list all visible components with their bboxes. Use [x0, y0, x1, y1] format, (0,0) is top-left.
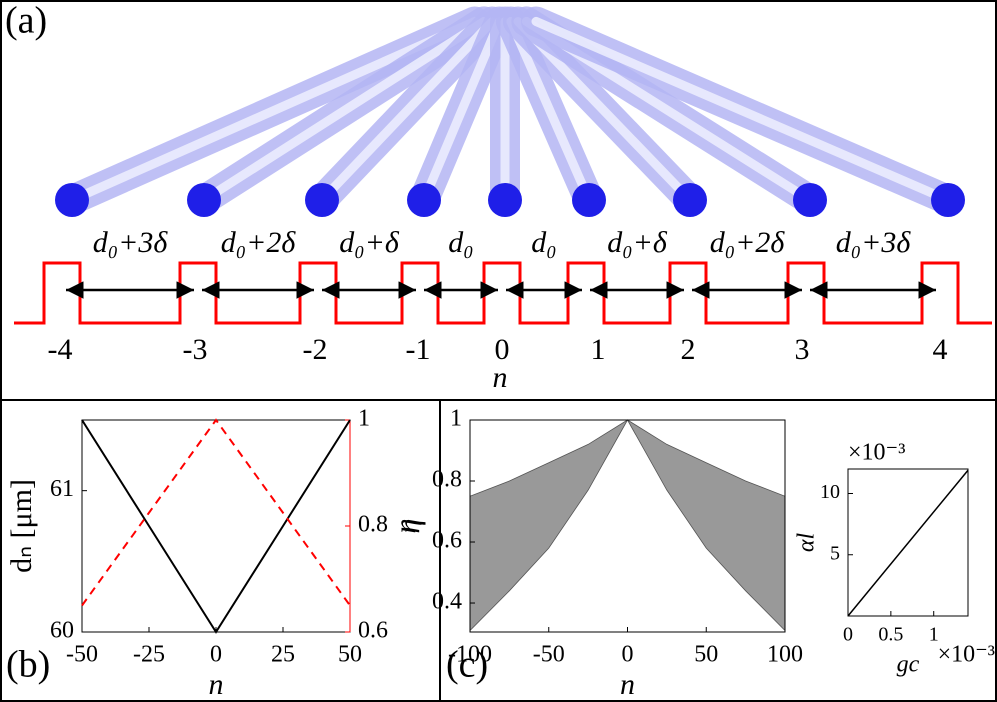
plot-area	[847, 468, 969, 617]
data-line	[81, 419, 351, 634]
spacing-label: d₀+3δ	[93, 226, 169, 259]
rod-end	[793, 183, 827, 217]
x-tick-label: 50	[338, 642, 362, 668]
site-label: 2	[681, 333, 696, 366]
y-axis-label: dₙ [μm]	[5, 479, 38, 573]
x-axis-label: gc	[897, 652, 920, 678]
rod-highlight	[531, 16, 953, 205]
spacing-label: d₀+3δ	[836, 226, 912, 259]
y-tick-label: 0.8	[358, 512, 388, 538]
x-tick-label: 25	[271, 642, 295, 668]
x-tick-label: 0	[210, 642, 222, 668]
y2-axis-label: η	[393, 519, 426, 534]
spacing-label: d₀+δ	[607, 226, 668, 259]
rod-end	[488, 183, 522, 217]
rod-end	[407, 183, 441, 217]
y-tick-label: 1	[358, 406, 370, 432]
y-tick-label: 1	[450, 406, 462, 432]
rod-highlight	[419, 16, 504, 205]
x-tick-label: 1	[929, 624, 939, 646]
x-tick-label: 100	[767, 642, 803, 668]
spacing-label: d₀	[448, 226, 473, 259]
y-tick-label: 5	[830, 542, 840, 564]
spacing-label: d₀+δ	[339, 226, 400, 259]
data-line	[847, 469, 969, 617]
rod-highlight	[199, 16, 489, 205]
axis-label: n	[493, 361, 508, 394]
spacing-label: d₀+2δ	[221, 226, 297, 259]
site-label: -3	[183, 333, 208, 366]
rod-end	[187, 183, 221, 217]
rod-highlight	[317, 16, 497, 205]
y-tick-label: 0.8	[432, 467, 462, 493]
y-tick-label: 61	[50, 476, 74, 502]
x-tick-label: 0	[843, 624, 853, 646]
y-tick-label: 60	[50, 618, 74, 644]
x-tick-label: -50	[533, 642, 565, 668]
rod-end	[55, 183, 89, 217]
x-axis-label: n	[209, 668, 224, 701]
spacing-label: d₀	[531, 226, 556, 259]
rod-highlight	[67, 16, 480, 205]
x-tick-label: 50	[694, 642, 718, 668]
site-label: 4	[933, 333, 948, 366]
site-label: 3	[795, 333, 810, 366]
site-label: -4	[48, 333, 73, 366]
y-tick-label: 10	[820, 481, 840, 503]
panel-a: -4 -3 -2 -1 0 1 2 3 4 d₀+3δ d₀+2δ d₀+δ d₀ d₀ d₀+δ d₀+2δ…	[14, 6, 992, 366]
site-label: -1	[406, 333, 431, 366]
x-tick-label: -50	[66, 642, 98, 668]
rod-end	[305, 183, 339, 217]
y-axis-label: η	[389, 519, 422, 534]
data-line	[81, 418, 351, 607]
x-tick-label: -100	[448, 642, 492, 668]
x-offset-label: ×10⁻³	[938, 642, 995, 668]
site-label: 1	[591, 333, 606, 366]
panel-label: (c)	[446, 644, 488, 686]
potential	[14, 261, 992, 325]
rod-end	[572, 183, 606, 217]
y-tick-label: 0.6	[358, 618, 388, 644]
rod-end	[931, 183, 965, 217]
y-axis-label: αl	[794, 533, 820, 553]
y-offset-label: ×10⁻³	[848, 440, 905, 466]
site-label: 0	[495, 333, 510, 366]
spacing-label: d₀+2δ	[710, 226, 786, 259]
site-label: -2	[303, 333, 328, 366]
x-axis-label: n	[620, 668, 635, 701]
x-tick-label: -25	[133, 642, 165, 668]
x-tick-label: 0	[622, 642, 634, 668]
x-tick-label: 0.5	[878, 624, 903, 646]
panel-label: (a)	[5, 0, 47, 42]
y-tick-label: 0.6	[432, 528, 462, 554]
rod-end	[673, 183, 707, 217]
band-area	[469, 419, 786, 632]
panel-label: (b)	[6, 644, 50, 686]
plot-area	[81, 419, 351, 633]
y-tick-label: 0.4	[432, 589, 462, 615]
rod-highlight	[506, 16, 594, 205]
